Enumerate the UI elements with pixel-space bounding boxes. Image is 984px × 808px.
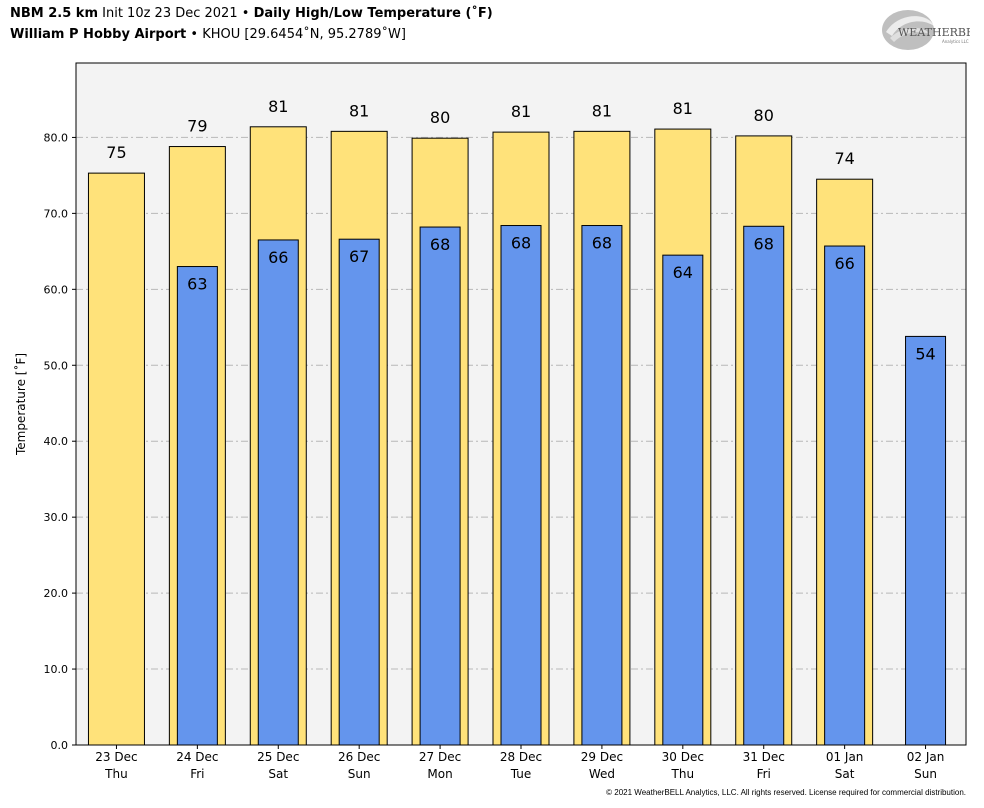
x-tick-date: 28 Dec [500, 750, 542, 764]
low-temp-label: 68 [511, 234, 531, 253]
high-temp-label: 81 [673, 99, 693, 118]
low-temp-label: 66 [268, 248, 288, 267]
low-temp-bar [824, 245, 866, 746]
low-temp-label: 66 [834, 254, 854, 273]
low-temp-label: 67 [349, 247, 369, 266]
x-tick-date: 29 Dec [581, 750, 623, 764]
low-temp-label: 68 [592, 234, 612, 253]
y-tick-label: 30.0 [44, 511, 69, 524]
x-tick-day: Thu [671, 767, 695, 781]
x-tick-date: 02 Jan [907, 750, 945, 764]
high-temp-label: 81 [592, 101, 612, 120]
x-tick-date: 23 Dec [95, 750, 137, 764]
high-temp-label: 81 [349, 101, 369, 120]
x-tick-date: 26 Dec [338, 750, 380, 764]
y-tick-label: 0.0 [51, 739, 69, 752]
low-temp-bar [581, 225, 623, 746]
x-tick-date: 31 Dec [743, 750, 785, 764]
y-tick-label: 40.0 [44, 435, 69, 448]
x-tick-day: Wed [589, 767, 615, 781]
logo-subtext: Analytics LLC [942, 39, 969, 44]
high-temp-label: 80 [430, 108, 450, 127]
chart-title-line-2: William P Hobby Airport • KHOU [29.6454˚… [10, 27, 406, 42]
x-tick-date: 24 Dec [176, 750, 218, 764]
station-info: KHOU [29.6454˚N, 95.2789˚W] [202, 27, 406, 42]
high-temp-label: 74 [834, 149, 854, 168]
x-tick-day: Sat [835, 767, 855, 781]
x-tick-day: Sat [268, 767, 288, 781]
low-temp-bar [662, 254, 704, 746]
product-name: Daily High/Low Temperature (˚F) [253, 6, 493, 21]
low-temp-bar [338, 238, 380, 746]
low-temp-label: 54 [915, 344, 935, 363]
init-time: Init 10z 23 Dec 2021 [102, 6, 238, 21]
chart-title-line-1: NBM 2.5 km Init 10z 23 Dec 2021 • Daily … [10, 6, 493, 21]
station-name: William P Hobby Airport [10, 27, 187, 42]
low-temp-bar [419, 226, 461, 746]
y-axis-label: Temperature [˚F] [13, 353, 28, 456]
y-tick-label: 80.0 [44, 131, 69, 144]
high-temp-label: 75 [106, 143, 126, 162]
x-tick-date: 25 Dec [257, 750, 299, 764]
copyright-footer: © 2021 WeatherBELL Analytics, LLC. All r… [606, 788, 966, 797]
y-tick-label: 50.0 [44, 359, 69, 372]
station-separator: • [190, 27, 199, 42]
weatherbell-logo: WEATHERBELL Analytics LLC [882, 10, 970, 50]
low-temp-label: 64 [673, 263, 693, 282]
x-tick-day: Tue [510, 767, 532, 781]
y-tick-label: 60.0 [44, 283, 69, 296]
high-temp-label: 79 [187, 117, 207, 136]
x-tick-date: 30 Dec [662, 750, 704, 764]
title-separator: • [241, 6, 250, 21]
x-tick-day: Sun [914, 767, 937, 781]
high-temp-label: 81 [511, 102, 531, 121]
x-tick-date: 01 Jan [826, 750, 864, 764]
x-tick-day: Mon [427, 767, 452, 781]
high-temp-label: 80 [754, 106, 774, 125]
x-tick-day: Thu [104, 767, 128, 781]
low-temp-label: 68 [754, 234, 774, 253]
low-temp-label: 68 [430, 235, 450, 254]
y-tick-label: 70.0 [44, 207, 69, 220]
model-name: NBM 2.5 km [10, 6, 98, 21]
low-temp-bar [176, 266, 218, 746]
low-temp-bar [257, 239, 299, 746]
y-tick-label: 10.0 [44, 663, 69, 676]
x-tick-day: Fri [190, 767, 204, 781]
low-temp-bar [500, 225, 542, 746]
plot-frame [75, 62, 967, 746]
low-temp-bar [743, 225, 785, 746]
x-tick-date: 27 Dec [419, 750, 461, 764]
x-tick-day: Sun [348, 767, 371, 781]
y-tick-label: 20.0 [44, 587, 69, 600]
low-temp-bar [905, 335, 947, 746]
high-temp-bar [87, 172, 145, 746]
logo-text: WEATHERBELL [898, 26, 970, 39]
x-tick-day: Fri [757, 767, 771, 781]
high-temp-label: 81 [268, 97, 288, 116]
low-temp-label: 63 [187, 275, 207, 294]
